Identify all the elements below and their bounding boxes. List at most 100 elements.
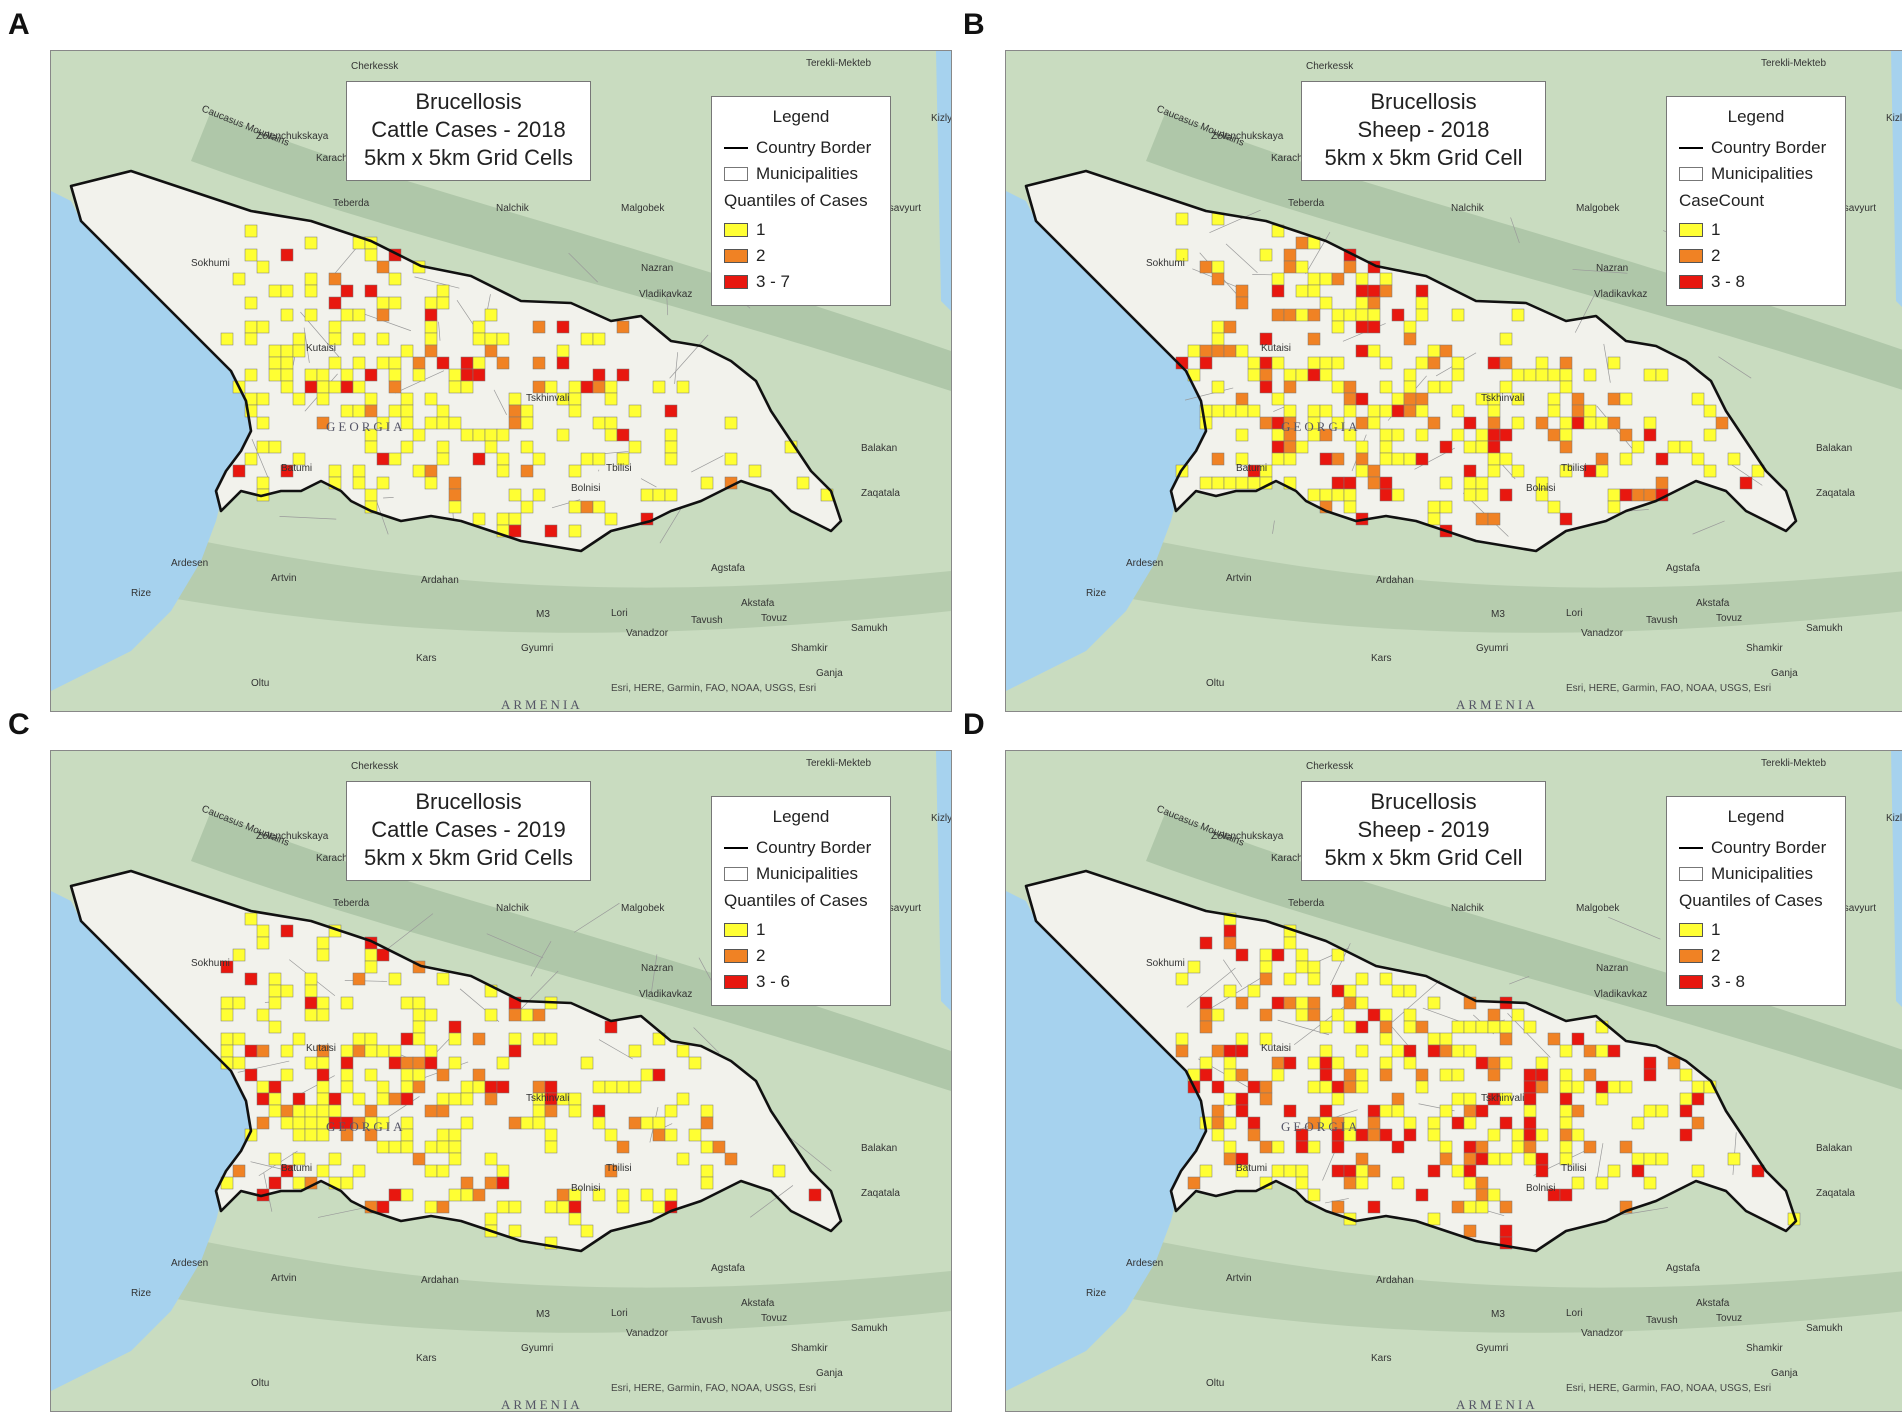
grid-cell <box>364 488 378 502</box>
grid-cell <box>1355 1044 1369 1058</box>
legend-subtitle: CaseCount <box>1679 191 1765 210</box>
grid-cell <box>1547 368 1561 382</box>
grid-cell <box>1367 416 1381 430</box>
grid-cell <box>436 356 450 370</box>
place-label: Zelenchukskaya <box>256 831 329 842</box>
grid-cell <box>1463 416 1477 430</box>
lesser-caucasus <box>131 531 951 633</box>
grid-cell <box>1379 1020 1393 1034</box>
legend-swatch <box>724 867 748 881</box>
grid-cell <box>1343 380 1357 394</box>
grid-cell <box>1463 1164 1477 1178</box>
place-label: Tavush <box>691 615 723 626</box>
grid-cell <box>1427 1128 1441 1142</box>
grid-cell <box>412 1020 426 1034</box>
grid-cell <box>1283 248 1297 262</box>
grid-cell <box>352 1032 366 1046</box>
grid-cell <box>1535 1152 1549 1166</box>
grid-cell <box>724 452 738 466</box>
grid-cell <box>1667 1056 1681 1070</box>
grid-cell <box>1655 1104 1669 1118</box>
grid-cell <box>1403 1056 1417 1070</box>
grid-cell <box>580 332 594 346</box>
place-label: Artvin <box>1226 1273 1252 1284</box>
grid-cell <box>280 1164 294 1178</box>
grid-cell <box>424 416 438 430</box>
grid-cell <box>544 1104 558 1118</box>
grid-cell <box>1403 368 1417 382</box>
grid-cell <box>592 368 606 382</box>
grid-cell <box>664 452 678 466</box>
grid-cell <box>496 1080 510 1094</box>
grid-cell <box>460 1116 474 1130</box>
caspian-sea <box>936 751 951 1011</box>
grid-cell <box>1655 452 1669 466</box>
place-label: Balakan <box>861 443 897 454</box>
grid-cell <box>796 476 810 490</box>
legend-label: Country Border <box>1711 838 1827 857</box>
grid-cell <box>1295 308 1309 322</box>
grid-cell <box>1331 1056 1345 1070</box>
place-label: Gyumri <box>521 643 553 654</box>
grid-cell <box>1211 1104 1225 1118</box>
country-border <box>1024 169 1798 553</box>
grid-cell <box>592 380 606 394</box>
legend-swatch <box>1679 923 1703 937</box>
place-label: Vladikavkaz <box>1594 989 1647 1000</box>
grid-cell <box>1211 1080 1225 1094</box>
place-label: Agstafa <box>711 563 745 574</box>
grid-cell <box>1343 1020 1357 1034</box>
place-label: Shamkir <box>1746 1343 1783 1354</box>
grid-cell <box>388 1188 402 1202</box>
grid-cell <box>1499 1200 1513 1214</box>
legend-swatch <box>1679 249 1703 263</box>
map-title-line: Sheep - 2018 <box>1357 117 1490 142</box>
caspian-sea <box>1891 751 1902 1007</box>
grid-cell <box>376 332 390 346</box>
grid-cell <box>1199 356 1213 370</box>
grid-cell <box>580 1224 594 1238</box>
grid-cell <box>1475 1152 1489 1166</box>
grid-cells <box>1175 212 1765 538</box>
grid-cell <box>592 1104 606 1118</box>
grid-cell <box>580 500 594 514</box>
place-label: Tovuz <box>761 613 787 624</box>
grid-cell <box>508 524 522 538</box>
grid-cell <box>1439 1104 1453 1118</box>
lesser-caucasus <box>1086 531 1902 633</box>
grid-cell <box>1499 1056 1513 1070</box>
grid-cell <box>1367 1128 1381 1142</box>
place-label: Oltu <box>251 1378 269 1389</box>
grid-cell <box>424 1104 438 1118</box>
grid-cell <box>256 416 270 430</box>
grid-cell <box>1559 1152 1573 1166</box>
place-label: Sokhumi <box>191 958 230 969</box>
grid-cell <box>280 1116 294 1130</box>
grid-cell <box>1175 212 1189 226</box>
grid-cell <box>1367 464 1381 478</box>
grid-cell <box>280 344 294 358</box>
grid-cell <box>448 1152 462 1166</box>
grid-cell <box>376 1116 390 1130</box>
grid-cell <box>1487 404 1501 418</box>
grid-cell <box>1403 320 1417 334</box>
grid-cell <box>1463 1200 1477 1214</box>
place-label: Nazran <box>1596 963 1628 974</box>
grid-cell <box>772 1164 786 1178</box>
armenia-label: ARMENIA <box>1456 1397 1538 1411</box>
grid-cell <box>1331 1164 1345 1178</box>
grid-cell <box>1247 1116 1261 1130</box>
grid-cell <box>496 512 510 526</box>
mountain-range <box>191 811 951 1091</box>
legend-label: Country Border <box>1711 138 1827 157</box>
grid-cell <box>652 1128 666 1142</box>
grid-cell <box>1475 1176 1489 1190</box>
grid-cell <box>424 344 438 358</box>
grid-cell <box>700 476 714 490</box>
grid-cell <box>424 1200 438 1214</box>
grid-cell <box>1571 416 1585 430</box>
grid-cell <box>388 404 402 418</box>
place-label: Ardahan <box>421 575 459 586</box>
grid-cell <box>1343 1164 1357 1178</box>
grid-cell <box>1619 428 1633 442</box>
